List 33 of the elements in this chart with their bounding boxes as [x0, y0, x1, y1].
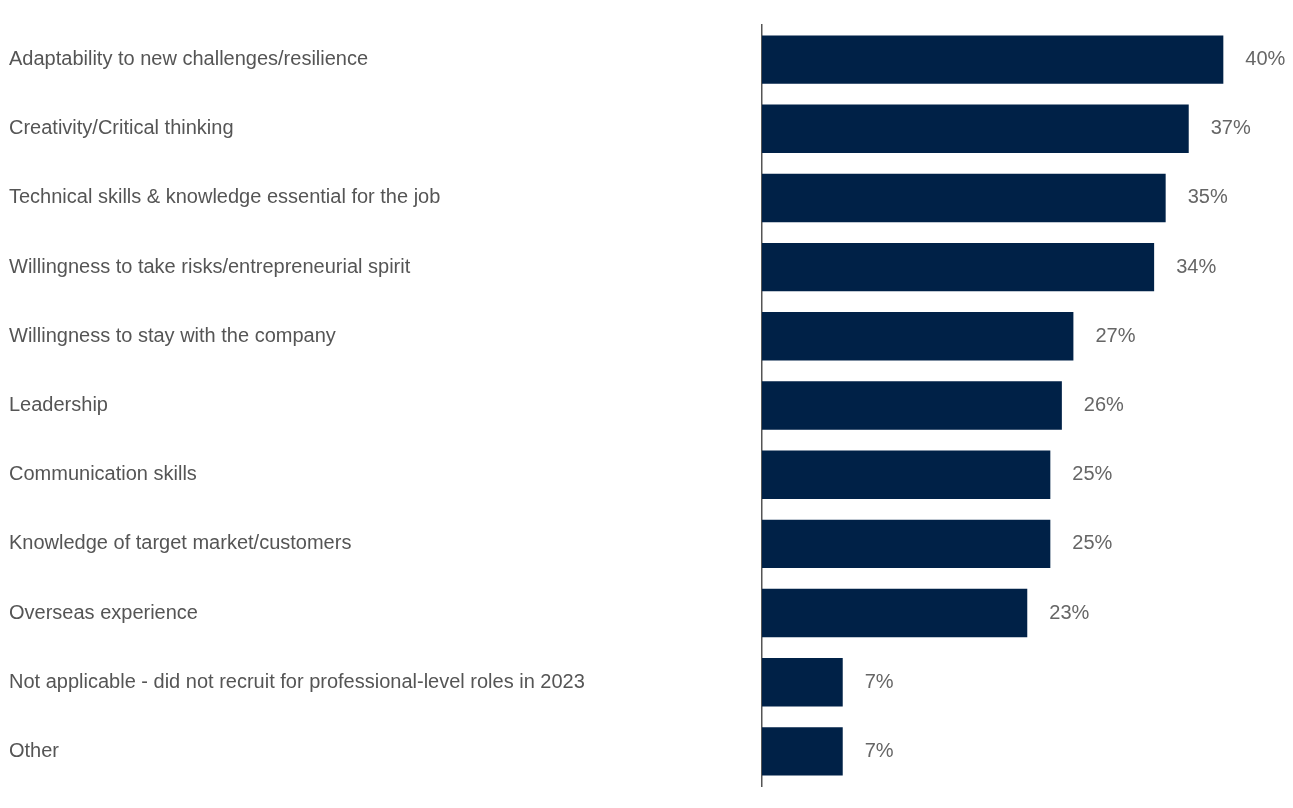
bar	[762, 312, 1074, 361]
bar	[762, 35, 1224, 84]
bar	[762, 104, 1189, 153]
data-label: 23%	[1049, 600, 1090, 623]
y-tick-label: Adaptability to new challenges/resilience	[9, 47, 369, 70]
bar	[762, 588, 1028, 638]
bar	[762, 727, 843, 776]
y-tick-label: Knowledge of target market/customers	[9, 531, 352, 554]
data-label: 40%	[1245, 47, 1286, 70]
y-tick-label: Other	[9, 738, 60, 761]
data-label: 25%	[1072, 462, 1113, 485]
bar	[762, 450, 1051, 499]
data-label: 7%	[864, 738, 894, 761]
y-tick-label: Leadership	[9, 393, 108, 416]
bar	[762, 658, 843, 707]
data-label: 25%	[1072, 531, 1113, 554]
y-tick-label: Willingness to take risks/entrepreneurial spirit	[9, 254, 411, 277]
y-tick-label: Technical skills & knowledge essential for the job	[9, 185, 441, 208]
y-tick-label: Creativity/Critical thinking	[9, 116, 234, 139]
y-tick-label: Communication skills	[9, 462, 197, 485]
data-label: 7%	[864, 669, 894, 692]
y-tick-label: Not applicable - did not recruit for professional-level roles in 2023	[9, 669, 585, 692]
y-tick-label: Overseas experience	[9, 600, 198, 623]
bar	[762, 242, 1155, 292]
bar	[762, 519, 1051, 569]
bar	[762, 381, 1062, 430]
data-label: 37%	[1210, 116, 1251, 139]
data-label: 27%	[1095, 323, 1136, 346]
y-tick-label: Willingness to stay with the company	[9, 323, 336, 346]
data-label: 35%	[1187, 185, 1228, 208]
data-label: 26%	[1083, 393, 1125, 416]
data-label: 34%	[1176, 254, 1217, 277]
bar	[762, 173, 1166, 223]
